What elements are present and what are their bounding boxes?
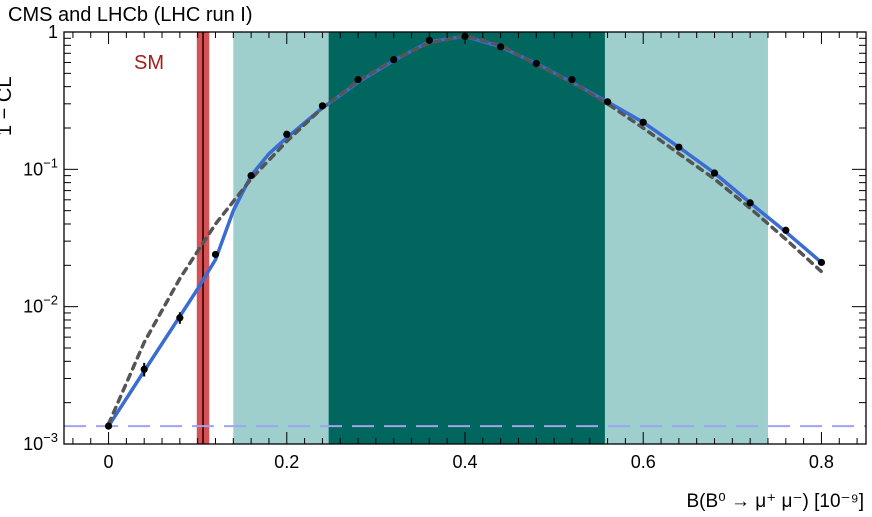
y-tick-label: 10−3 xyxy=(23,430,58,454)
data-point xyxy=(140,365,148,373)
data-point xyxy=(532,59,540,68)
data-point xyxy=(568,76,576,84)
y-axis-label: 1 − CL xyxy=(0,76,16,136)
x-tick-label: 0.6 xyxy=(631,452,656,472)
data-point xyxy=(211,250,220,259)
chart-title: CMS and LHCb (LHC run I) xyxy=(8,4,253,26)
data-point xyxy=(104,422,113,430)
y-axis-label-wrap: 1 − CL xyxy=(0,77,30,166)
y-tick-label: 10−2 xyxy=(23,293,58,317)
data-point xyxy=(675,143,683,151)
data-point xyxy=(639,118,647,126)
data-point xyxy=(247,172,255,180)
data-point xyxy=(603,98,612,106)
data-point xyxy=(817,258,826,267)
x-axis-label: B(B⁰ → μ⁺ μ⁻) [10⁻⁹] xyxy=(686,491,864,512)
sm-label: SM xyxy=(134,52,164,74)
x-tick-label: 0.8 xyxy=(809,452,834,472)
data-point xyxy=(390,55,398,64)
data-point xyxy=(746,199,754,207)
data-point xyxy=(176,314,184,322)
x-tick-label: 0.2 xyxy=(274,452,299,472)
data-point xyxy=(283,130,291,138)
band-inner xyxy=(328,32,605,444)
data-point xyxy=(497,43,505,51)
y-tick-label: 10−1 xyxy=(23,155,58,179)
y-tick-label: 1 xyxy=(48,22,58,42)
data-point xyxy=(354,76,362,84)
data-point xyxy=(782,226,790,234)
data-point xyxy=(710,169,719,177)
x-tick-label: 0.4 xyxy=(452,452,477,472)
x-tick-label: 0 xyxy=(104,452,114,472)
data-point xyxy=(318,102,327,110)
data-point xyxy=(425,36,433,44)
